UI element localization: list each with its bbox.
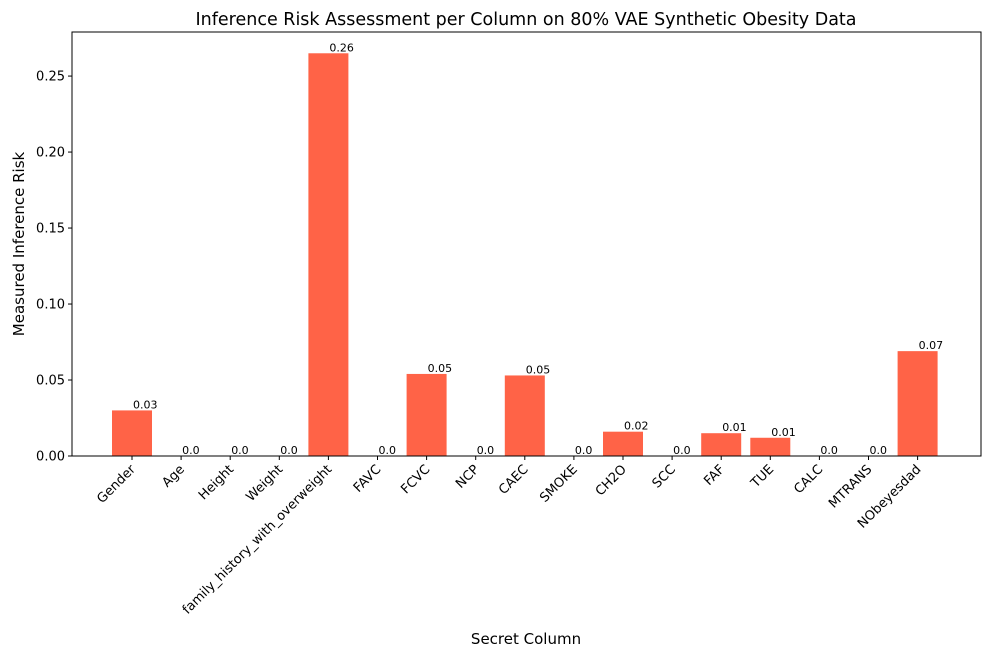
bar-value-label: 0.05 xyxy=(526,363,551,376)
x-tick-label: Height xyxy=(196,462,237,503)
x-tick-label: CALC xyxy=(791,462,826,497)
x-tick-label: FAF xyxy=(701,462,728,489)
bar-value-label: 0.0 xyxy=(477,444,495,457)
bar-value-label: 0.0 xyxy=(575,444,593,457)
y-tick-label: 0.10 xyxy=(36,298,65,313)
bar-value-label: 0.0 xyxy=(820,444,838,457)
bar-value-label: 0.0 xyxy=(280,444,298,457)
bar-value-label: 0.0 xyxy=(870,444,888,457)
plot-frame xyxy=(71,31,982,457)
plot-area: 0.00 0.05 0.10 0.15 0.20 0.25 Gender 0.03 Age 0.0… xyxy=(36,41,943,617)
x-tick-label: MTRANS xyxy=(826,462,875,511)
chart-title: Inference Risk Assessment per Column on … xyxy=(195,10,856,30)
bar-value-label: 0.0 xyxy=(673,444,691,457)
x-tick-label: Weight xyxy=(243,462,286,505)
bar-value-label: 0.01 xyxy=(722,421,747,434)
bar-value-label: 0.26 xyxy=(329,41,354,54)
y-tick-label: 0.20 xyxy=(36,146,65,161)
bar xyxy=(308,53,349,456)
bar-value-label: 0.05 xyxy=(428,362,453,375)
bar xyxy=(701,433,742,456)
bar-value-label: 0.03 xyxy=(133,398,158,411)
bar-value-label: 0.0 xyxy=(231,444,249,457)
y-tick-label: 0.05 xyxy=(36,374,65,389)
x-axis-label: Secret Column xyxy=(471,630,581,648)
bar xyxy=(504,375,545,456)
y-tick-label: 0.15 xyxy=(36,222,65,237)
x-tick-label: NCP xyxy=(453,462,483,492)
y-tick-label: 0.25 xyxy=(36,70,65,85)
x-tick-label: SMOKE xyxy=(537,462,580,505)
x-tick-label: FCVC xyxy=(398,462,433,497)
x-tick-label: SCC xyxy=(650,462,679,491)
y-axis-label: Measured Inference Risk xyxy=(10,151,28,336)
y-tick-label: 0.00 xyxy=(36,450,65,465)
bar xyxy=(112,410,152,456)
bar-value-label: 0.07 xyxy=(919,339,944,352)
bar-value-label: 0.01 xyxy=(771,426,796,439)
bar xyxy=(406,373,447,456)
x-tick-label: TUE xyxy=(748,462,777,491)
bar-value-label: 0.02 xyxy=(624,420,649,433)
x-tick-label: Gender xyxy=(94,462,139,507)
x-tick-label: CH2O xyxy=(593,462,630,499)
bar-value-label: 0.0 xyxy=(379,444,397,457)
x-tick-label: FAVC xyxy=(351,462,384,495)
bar xyxy=(603,431,643,456)
bar xyxy=(750,437,791,456)
x-tick-label: CAEC xyxy=(496,462,532,498)
bar xyxy=(897,351,938,456)
x-tick-label: Age xyxy=(160,462,188,490)
bar-value-label: 0.0 xyxy=(182,444,200,457)
